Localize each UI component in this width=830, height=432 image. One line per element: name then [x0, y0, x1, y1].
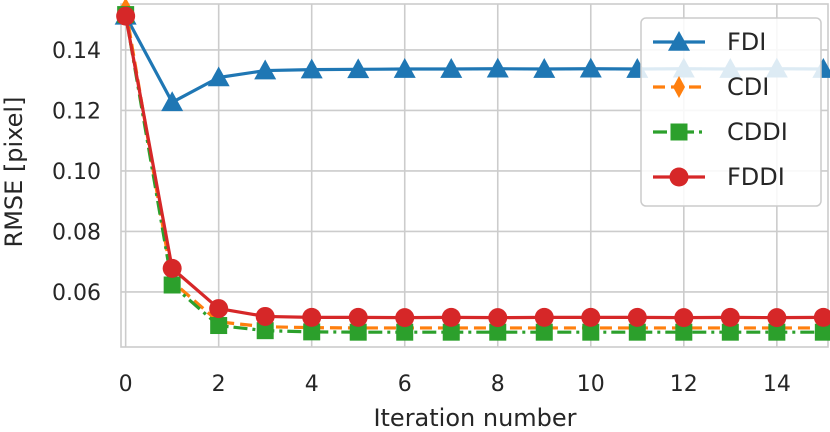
- point-cddi: [303, 323, 321, 341]
- point-cddi: [535, 323, 553, 341]
- point-fdi: [300, 58, 323, 79]
- legend-marker-cddi: [670, 123, 688, 141]
- y-tick-label: 0.14: [52, 39, 101, 64]
- point-cddi: [396, 323, 414, 341]
- point-fddi: [162, 258, 182, 278]
- point-fddi: [116, 6, 136, 26]
- point-cddi: [675, 323, 693, 341]
- y-axis-label: RMSE [pixel]: [0, 97, 28, 248]
- y-tick-label: 0.12: [52, 99, 101, 124]
- legend-marker-fddi: [669, 167, 689, 187]
- tick-labels: 0 2 4 6 8 10 12 14 0.06 0.08 0.10 0.12 0.14: [52, 39, 791, 397]
- point-fddi: [302, 307, 322, 327]
- series-layer: [114, 0, 830, 341]
- point-fdi: [393, 58, 416, 78]
- y-tick-label: 0.08: [52, 220, 101, 245]
- point-fddi: [674, 308, 694, 328]
- point-fddi: [488, 308, 508, 328]
- point-fdi: [579, 57, 602, 78]
- point-fdi: [486, 57, 509, 78]
- y-tick-label: 0.06: [52, 281, 101, 306]
- plot-frame: [120, 3, 829, 348]
- point-cddi: [721, 323, 739, 341]
- legend-label-fddi: FDDI: [727, 163, 785, 191]
- legend-label-cdi: CDI: [727, 73, 769, 101]
- point-fddi: [581, 307, 601, 327]
- point-fdi: [440, 58, 463, 78]
- series-line-cdi: [124, 8, 824, 330]
- point-fdi: [533, 58, 556, 78]
- point-cddi: [814, 323, 830, 341]
- point-cddi: [210, 317, 228, 335]
- point-fddi: [209, 299, 229, 319]
- point-fdi: [207, 66, 230, 87]
- series-fddi: [116, 6, 830, 328]
- series-line-cddi: [124, 14, 824, 334]
- point-cddi: [442, 323, 460, 341]
- point-fdi: [161, 91, 184, 112]
- point-cddi: [163, 276, 181, 294]
- x-tick-label: 8: [491, 372, 505, 397]
- x-tick-label: 2: [212, 372, 226, 397]
- point-cddi: [349, 323, 367, 341]
- legend-marker-cdi: [673, 76, 685, 98]
- point-fddi: [395, 308, 415, 328]
- point-cddi: [256, 322, 274, 340]
- legend-marker-fdi: [668, 31, 690, 51]
- point-cddi: [628, 323, 646, 341]
- point-fddi: [627, 307, 647, 327]
- x-tick-label: 14: [763, 372, 791, 397]
- axes-frame: [120, 3, 829, 348]
- x-tick-label: 12: [670, 372, 698, 397]
- legend-box: [640, 17, 822, 207]
- legend-label-cddi: CDDI: [727, 118, 788, 146]
- y-tick-label: 0.10: [52, 160, 101, 185]
- point-fddi: [534, 307, 554, 327]
- series-line-fddi: [124, 15, 824, 320]
- x-axis-label: Iteration number: [373, 404, 576, 432]
- point-fddi: [813, 307, 830, 327]
- point-cddi: [582, 323, 600, 341]
- point-fdi: [347, 58, 370, 79]
- x-tick-label: 4: [305, 372, 319, 397]
- point-fddi: [767, 308, 787, 328]
- point-fddi: [348, 307, 368, 327]
- point-fddi: [255, 306, 275, 326]
- point-fddi: [720, 307, 740, 327]
- legend-label-fdi: FDI: [727, 28, 766, 56]
- point-fddi: [441, 307, 461, 327]
- legend: FDI CDI CDDI FDDI: [640, 17, 822, 207]
- x-tick-label: 6: [398, 372, 412, 397]
- x-tick-label: 0: [119, 372, 133, 397]
- point-cddi: [768, 323, 786, 341]
- point-fdi: [254, 59, 277, 80]
- point-cddi: [489, 323, 507, 341]
- x-tick-label: 10: [577, 372, 605, 397]
